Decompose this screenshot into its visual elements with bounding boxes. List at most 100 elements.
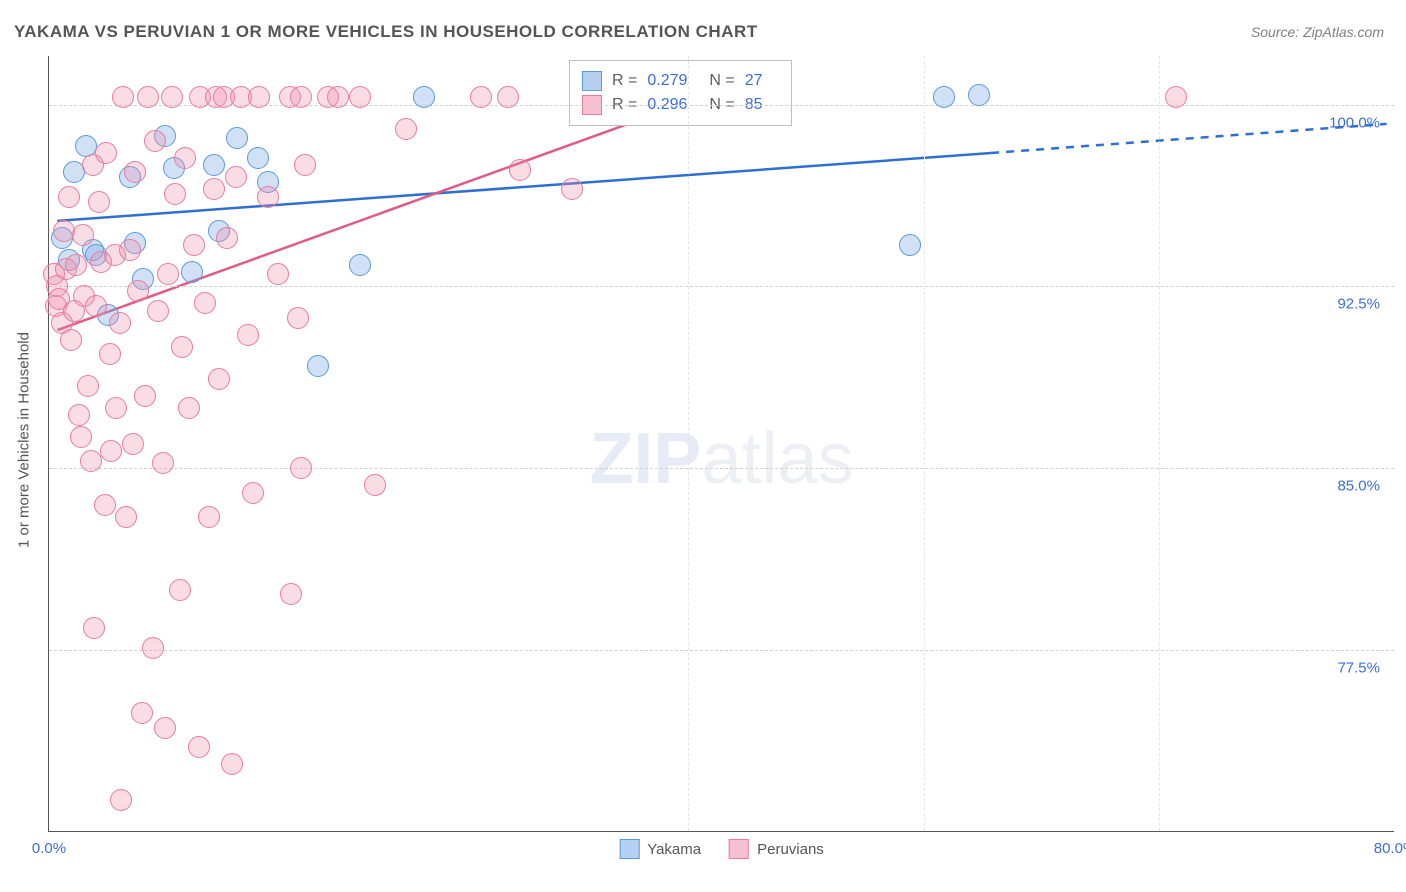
scatter-point — [178, 397, 200, 419]
gridline-vertical — [688, 56, 689, 831]
scatter-point — [287, 307, 309, 329]
watermark: ZIPatlas — [589, 418, 853, 500]
scatter-point — [164, 183, 186, 205]
scatter-point — [470, 86, 492, 108]
source-attribution: Source: ZipAtlas.com — [1251, 24, 1384, 40]
y-axis-title: 1 or more Vehicles in Household — [16, 332, 33, 548]
scatter-point — [137, 86, 159, 108]
series-legend: Yakama Peruvians — [619, 839, 824, 859]
scatter-point — [174, 147, 196, 169]
scatter-point — [509, 159, 531, 181]
scatter-point — [119, 239, 141, 261]
gridline-horizontal — [49, 650, 1394, 651]
scatter-point — [349, 254, 371, 276]
n-label: N = — [709, 69, 734, 93]
scatter-point — [68, 404, 90, 426]
scatter-point — [94, 494, 116, 516]
r-label: R = — [612, 69, 637, 93]
trend-line-dashed — [991, 124, 1386, 153]
scatter-point — [134, 385, 156, 407]
scatter-point — [290, 457, 312, 479]
scatter-point — [247, 147, 269, 169]
scatter-point — [413, 86, 435, 108]
scatter-point — [968, 84, 990, 106]
watermark-light: atlas — [701, 419, 853, 499]
scatter-point — [60, 329, 82, 351]
gridline-horizontal — [49, 286, 1394, 287]
scatter-point — [144, 130, 166, 152]
scatter-point — [85, 295, 107, 317]
correlation-legend: R = 0.279 N = 27 R = 0.296 N = 85 — [569, 60, 792, 126]
x-tick-label: 0.0% — [32, 840, 66, 857]
scatter-point — [395, 118, 417, 140]
scatter-point — [72, 224, 94, 246]
scatter-point — [171, 336, 193, 358]
scatter-point — [109, 312, 131, 334]
watermark-bold: ZIP — [589, 419, 701, 499]
pink-swatch-icon — [729, 839, 749, 859]
yakama-n-value: 27 — [745, 69, 763, 93]
scatter-point — [110, 789, 132, 811]
blue-swatch-icon — [619, 839, 639, 859]
chart-title: YAKAMA VS PERUVIAN 1 OR MORE VEHICLES IN… — [14, 22, 758, 42]
scatter-point — [152, 452, 174, 474]
scatter-point — [933, 86, 955, 108]
scatter-point — [157, 263, 179, 285]
scatter-point — [248, 86, 270, 108]
scatter-point — [122, 433, 144, 455]
scatter-plot-area: ZIPatlas R = 0.279 N = 27 R = 0.296 N = … — [48, 56, 1394, 832]
scatter-point — [225, 166, 247, 188]
y-tick-label: 92.5% — [1337, 296, 1380, 313]
trend-lines — [49, 56, 1395, 832]
scatter-point — [77, 375, 99, 397]
scatter-point — [294, 154, 316, 176]
scatter-point — [147, 300, 169, 322]
scatter-point — [124, 161, 146, 183]
legend-item-yakama: Yakama — [619, 839, 701, 859]
blue-swatch-icon — [582, 71, 602, 91]
scatter-point — [307, 355, 329, 377]
scatter-point — [169, 579, 191, 601]
scatter-point — [216, 227, 238, 249]
yakama-r-value: 0.279 — [647, 69, 687, 93]
scatter-point — [99, 343, 121, 365]
source-name: ZipAtlas.com — [1303, 24, 1384, 40]
scatter-point — [899, 234, 921, 256]
scatter-point — [83, 617, 105, 639]
scatter-point — [154, 717, 176, 739]
legend-row-yakama: R = 0.279 N = 27 — [582, 69, 775, 93]
scatter-point — [1165, 86, 1187, 108]
source-label: Source: — [1251, 24, 1303, 40]
scatter-point — [327, 86, 349, 108]
scatter-point — [100, 440, 122, 462]
scatter-point — [221, 753, 243, 775]
y-tick-label: 85.0% — [1337, 478, 1380, 495]
scatter-point — [115, 506, 137, 528]
scatter-point — [65, 254, 87, 276]
scatter-point — [131, 702, 153, 724]
scatter-point — [226, 127, 248, 149]
scatter-point — [208, 368, 230, 390]
scatter-point — [188, 736, 210, 758]
legend-label-peruvians: Peruvians — [757, 841, 824, 858]
scatter-point — [127, 280, 149, 302]
scatter-point — [88, 191, 110, 213]
scatter-point — [257, 186, 279, 208]
legend-label-yakama: Yakama — [647, 841, 701, 858]
scatter-point — [203, 178, 225, 200]
scatter-point — [183, 234, 205, 256]
scatter-point — [194, 292, 216, 314]
gridline-vertical — [1159, 56, 1160, 831]
scatter-point — [95, 142, 117, 164]
y-tick-label: 77.5% — [1337, 660, 1380, 677]
gridline-horizontal — [49, 468, 1394, 469]
scatter-point — [267, 263, 289, 285]
scatter-point — [198, 506, 220, 528]
scatter-point — [237, 324, 259, 346]
scatter-point — [80, 450, 102, 472]
y-tick-label: 100.0% — [1329, 114, 1380, 131]
scatter-point — [58, 186, 80, 208]
scatter-point — [364, 474, 386, 496]
gridline-vertical — [924, 56, 925, 831]
scatter-point — [280, 583, 302, 605]
